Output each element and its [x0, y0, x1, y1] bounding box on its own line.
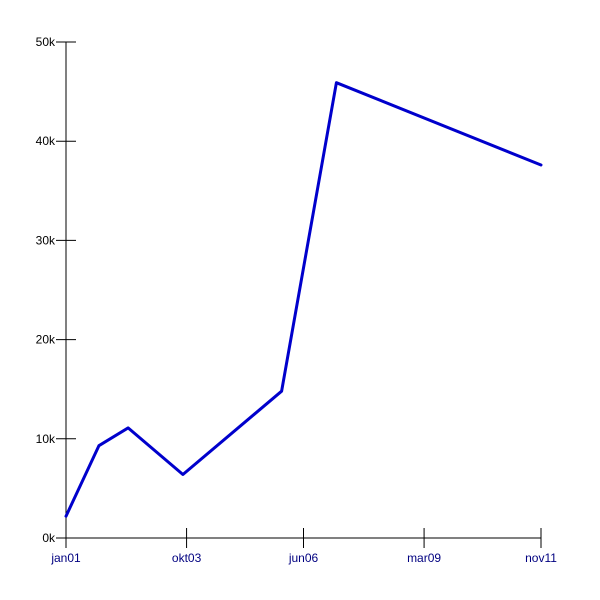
x-tick-label: okt03	[172, 551, 202, 565]
x-tick-label: mar09	[407, 551, 441, 565]
y-tick-label: 40k	[36, 134, 56, 148]
y-axis: 0k 10k 20k 30k 40k 50k	[36, 35, 76, 545]
y-tick-label: 10k	[36, 432, 56, 446]
x-tick-label: jun06	[288, 551, 319, 565]
y-tick-label: 30k	[36, 233, 56, 247]
y-tick-label: 50k	[36, 35, 56, 49]
y-tick-label: 20k	[36, 333, 56, 347]
series-line	[64, 81, 543, 518]
x-tick-label: jan01	[50, 551, 81, 565]
x-tick-label: nov11	[525, 551, 557, 565]
y-tick-label: 0k	[42, 531, 56, 545]
series-layer	[64, 81, 543, 518]
x-axis: jan01 okt03 jun06 mar09 nov11	[50, 528, 557, 565]
